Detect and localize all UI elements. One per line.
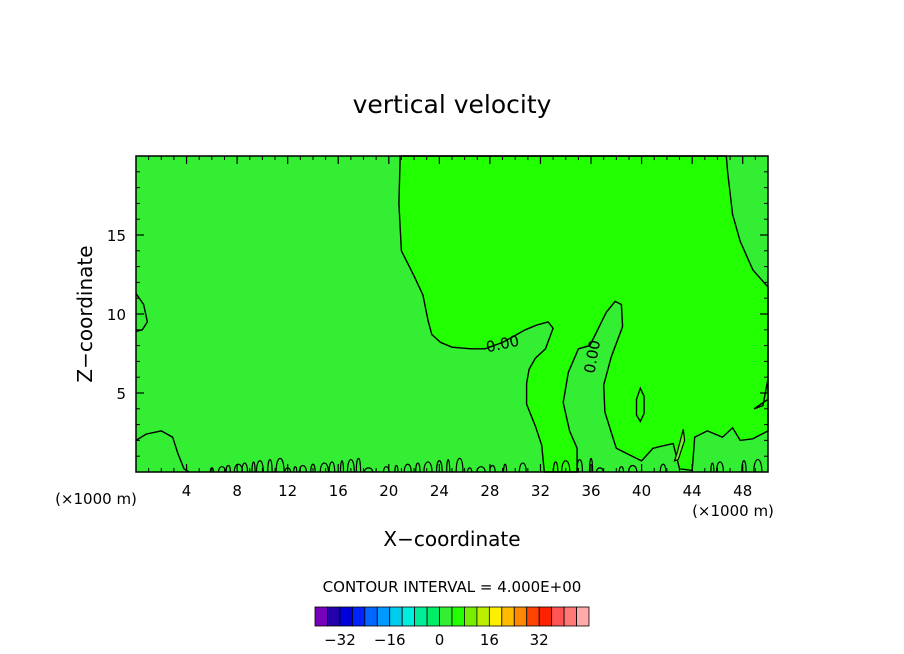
contour-ripple [518,462,527,473]
colorbar-tick-label: 16 [480,631,499,649]
contour-ripple [503,463,508,473]
contour-interval-label: CONTOUR INTERVAL = 4.000E+00 [323,578,582,596]
colorbar-swatch [451,606,465,627]
contour-ripple [576,458,583,473]
contour-ripple [446,458,451,473]
x-tick-label: 20 [379,482,398,500]
contour-ripple [339,460,345,473]
colorbar-tick-labels: −32 −16 0 16 32 [324,631,549,649]
contour-ripple [275,457,285,473]
colorbar-tick-label: 0 [435,631,445,649]
contour-ripple [403,463,412,473]
contour-ripple [225,464,231,473]
contour-ripple [209,467,214,473]
contour-ripple [415,462,421,473]
colorbar-swatch [513,606,528,627]
contour-ripple [423,461,433,473]
y-tick-label: 15 [107,227,126,245]
contour-ripple [217,466,226,473]
contour-ripple [267,458,273,473]
colorbar-swatch [563,606,577,627]
colorbar-swatch [488,606,503,627]
contour-ripple [319,462,329,473]
colorbar-swatch [376,606,391,627]
x-tick-label: 28 [480,482,499,500]
colorbar-tick-label: −32 [324,631,356,649]
x-tick-label: 36 [581,482,600,500]
contour-ripple [659,463,667,473]
contour-ripple [466,467,473,473]
y-tick-label: 10 [107,306,126,324]
colorbar-swatch [351,606,366,627]
y-axis-ticks: 5 10 15 [107,171,768,457]
x-tick-label: 48 [733,482,752,500]
contour-ripple [552,461,559,473]
x-tick-label: 4 [182,482,192,500]
colorbar-swatch [476,606,490,627]
colorbar-tick-label: 32 [530,631,549,649]
colorbar [314,606,590,627]
contour-ripple [310,463,316,473]
contour-ripple [251,461,256,473]
x-tick-label: 32 [531,482,550,500]
contour-ripple [561,460,571,473]
colorbar-swatch [389,606,403,627]
colorbar-swatch [401,606,416,627]
contour-cell-positive [635,386,645,423]
x-tick-label: 12 [278,482,297,500]
x-axis-label: X−coordinate [383,527,520,551]
contour-ripple [436,460,443,473]
contour-ripple [394,464,399,473]
contour-ripple [710,462,715,473]
contour-ripple [716,461,724,473]
contour-ripple [293,466,298,473]
contour-ripple [298,464,307,473]
contour-ripple [328,461,336,473]
contour-ripple [595,467,604,473]
y-tick-label: 5 [116,385,126,403]
contour-ripple [241,462,249,473]
colorbar-swatch [501,606,515,627]
chart-title: vertical velocity [353,90,552,119]
contour-line-low-left [135,430,190,473]
colorbar-swatch [364,606,378,627]
contour-ripple [753,458,763,473]
contour-line-left-edge [135,293,149,333]
plot-area: 0.00 0.00 [135,155,769,473]
contour-ripple [255,460,264,473]
contour-ripple [355,457,362,473]
contour-ripple [346,458,355,473]
y-axis-label: Z−coordinate [73,245,97,382]
colorbar-swatch [538,606,553,627]
contour-ripple [618,466,625,473]
colorbar-swatch [414,606,428,627]
colorbar-swatch [551,606,565,627]
x-tick-label: 16 [329,482,348,500]
colorbar-swatch [526,606,540,627]
x-tick-label: 8 [232,482,242,500]
contour-label: 0.00 [581,339,605,375]
contour-ripple [455,457,464,473]
x-tick-label: 44 [683,482,702,500]
colorbar-tick-label: −16 [374,631,406,649]
contour-ripple [363,467,374,473]
colorbar-swatch [314,606,328,627]
contour-ripple [588,457,594,473]
colorbar-swatch [426,606,440,627]
contour-cell-small [673,429,686,462]
colorbar-swatch [339,606,353,627]
colorbar-swatch [464,606,478,627]
x-axis-unit-right: (×1000 m) [692,502,774,520]
x-axis-ticks: 4 8 12 16 20 24 28 32 36 40 44 48 [148,156,756,500]
contour-ripple [741,460,747,473]
colorbar-swatch [327,606,341,627]
x-axis-unit-left: (×1000 m) [55,490,137,508]
x-tick-label: 24 [430,482,449,500]
colorbar-swatch [576,606,590,627]
colorbar-swatch [439,606,453,627]
x-tick-label: 40 [632,482,651,500]
